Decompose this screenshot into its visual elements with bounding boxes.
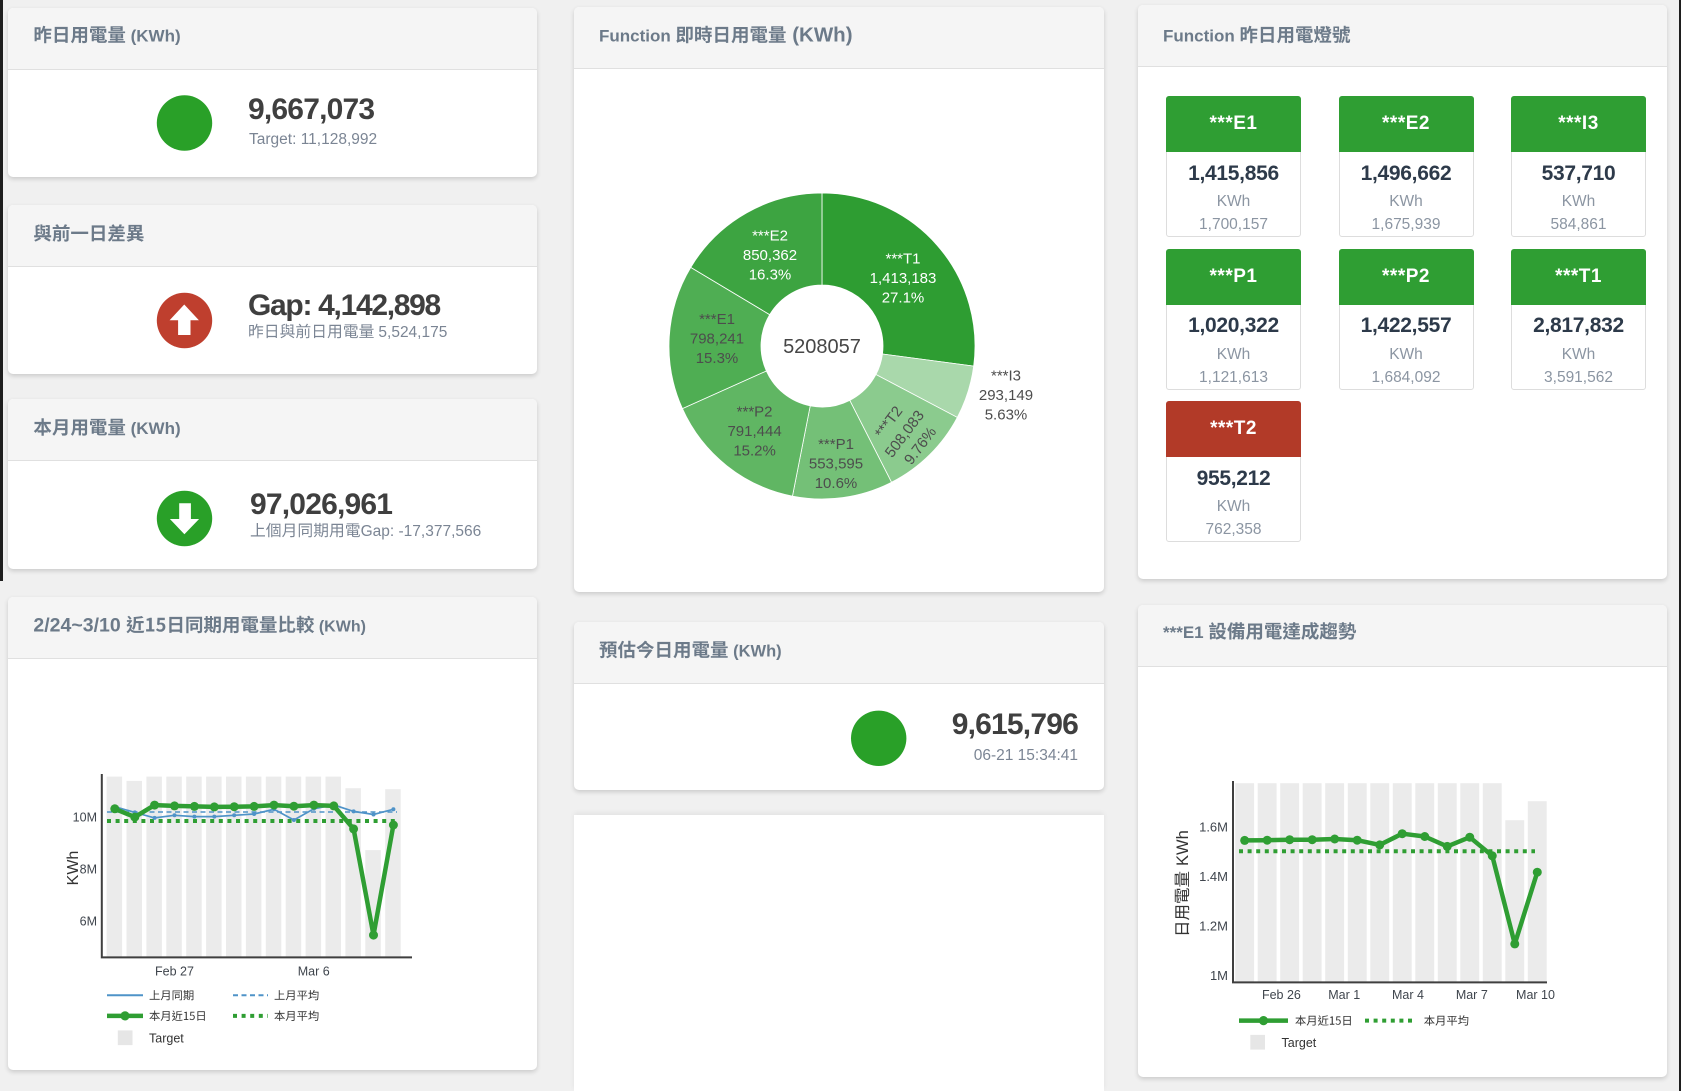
svg-text:553,595: 553,595 xyxy=(809,456,863,473)
svg-text:***I3: ***I3 xyxy=(991,367,1021,384)
svg-text:Feb 26: Feb 26 xyxy=(1262,988,1301,1002)
svg-text:***P2: ***P2 xyxy=(737,403,773,420)
svg-text:16.3%: 16.3% xyxy=(749,267,792,284)
svg-text:5,524,175: 5,524,175 xyxy=(378,324,447,341)
svg-text:***P1: ***P1 xyxy=(818,436,854,453)
svg-text:***E1: ***E1 xyxy=(1163,623,1208,642)
svg-text:Function: Function xyxy=(599,27,675,46)
svg-text:Mar 6: Mar 6 xyxy=(298,965,330,979)
svg-text:Target: Target xyxy=(149,1031,184,1045)
svg-text:1.6M: 1.6M xyxy=(1199,820,1228,835)
svg-text:Mar 1: Mar 1 xyxy=(1328,988,1360,1002)
svg-text:(KWh): (KWh) xyxy=(126,27,181,46)
svg-text:Mar 7: Mar 7 xyxy=(1456,988,1488,1002)
svg-text:***T1: ***T1 xyxy=(885,250,920,267)
svg-text:Gap: -17,377,566: Gap: -17,377,566 xyxy=(361,523,482,540)
svg-text:(KWh): (KWh) xyxy=(729,643,782,661)
svg-text:Target: Target xyxy=(1282,1036,1317,1050)
svg-text:***E2: ***E2 xyxy=(752,227,788,244)
svg-text:(KWh): (KWh) xyxy=(314,619,366,636)
svg-text:Feb 27: Feb 27 xyxy=(155,965,194,979)
svg-text:293,149: 293,149 xyxy=(979,387,1033,404)
svg-text:5208057: 5208057 xyxy=(783,336,861,358)
svg-text:850,362: 850,362 xyxy=(743,247,797,264)
svg-text:1.2M: 1.2M xyxy=(1199,919,1228,934)
svg-text:Function: Function xyxy=(1163,27,1239,46)
svg-text:10M: 10M xyxy=(73,810,97,824)
svg-text:15.2%: 15.2% xyxy=(733,443,776,460)
svg-text:(KWh): (KWh) xyxy=(126,419,181,438)
svg-text:5.63%: 5.63% xyxy=(985,407,1028,424)
svg-text:798,241: 798,241 xyxy=(690,331,744,348)
svg-text:***E1: ***E1 xyxy=(699,311,735,328)
svg-text:1,413,183: 1,413,183 xyxy=(870,270,937,287)
svg-text:15.3%: 15.3% xyxy=(696,350,739,367)
svg-text:10.6%: 10.6% xyxy=(815,475,858,492)
svg-text:2/24~3/10: 2/24~3/10 xyxy=(33,615,126,637)
svg-text:Mar 4: Mar 4 xyxy=(1392,988,1424,1002)
svg-text:1.4M: 1.4M xyxy=(1199,869,1228,884)
svg-text:(KWh): (KWh) xyxy=(787,24,853,47)
svg-text:27.1%: 27.1% xyxy=(882,290,925,307)
svg-text:791,444: 791,444 xyxy=(727,423,781,440)
svg-text:1M: 1M xyxy=(1210,968,1228,983)
svg-text:KWh: KWh xyxy=(65,851,82,886)
svg-text:Mar 10: Mar 10 xyxy=(1516,988,1555,1002)
svg-text:KWh: KWh xyxy=(1174,830,1192,866)
svg-text:6M: 6M xyxy=(80,915,97,929)
svg-text:8M: 8M xyxy=(80,863,97,877)
